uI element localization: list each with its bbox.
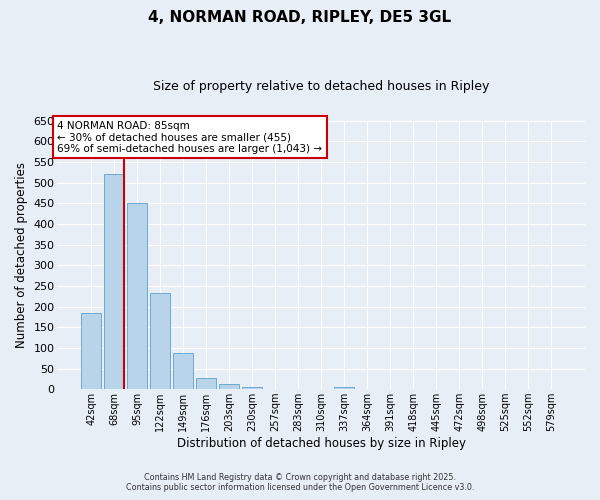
Bar bbox=[173, 353, 193, 389]
Bar bbox=[82, 312, 101, 389]
Text: 4, NORMAN ROAD, RIPLEY, DE5 3GL: 4, NORMAN ROAD, RIPLEY, DE5 3GL bbox=[148, 10, 452, 25]
Y-axis label: Number of detached properties: Number of detached properties bbox=[15, 162, 28, 348]
Bar bbox=[104, 174, 124, 389]
Bar bbox=[220, 384, 239, 389]
Title: Size of property relative to detached houses in Ripley: Size of property relative to detached ho… bbox=[153, 80, 490, 93]
Bar bbox=[151, 294, 170, 389]
Bar bbox=[127, 203, 147, 389]
Bar bbox=[196, 378, 216, 389]
Text: 4 NORMAN ROAD: 85sqm
← 30% of detached houses are smaller (455)
69% of semi-deta: 4 NORMAN ROAD: 85sqm ← 30% of detached h… bbox=[58, 120, 322, 154]
Bar bbox=[242, 387, 262, 389]
X-axis label: Distribution of detached houses by size in Ripley: Distribution of detached houses by size … bbox=[177, 437, 466, 450]
Bar bbox=[334, 387, 354, 389]
Text: Contains HM Land Registry data © Crown copyright and database right 2025.
Contai: Contains HM Land Registry data © Crown c… bbox=[126, 473, 474, 492]
